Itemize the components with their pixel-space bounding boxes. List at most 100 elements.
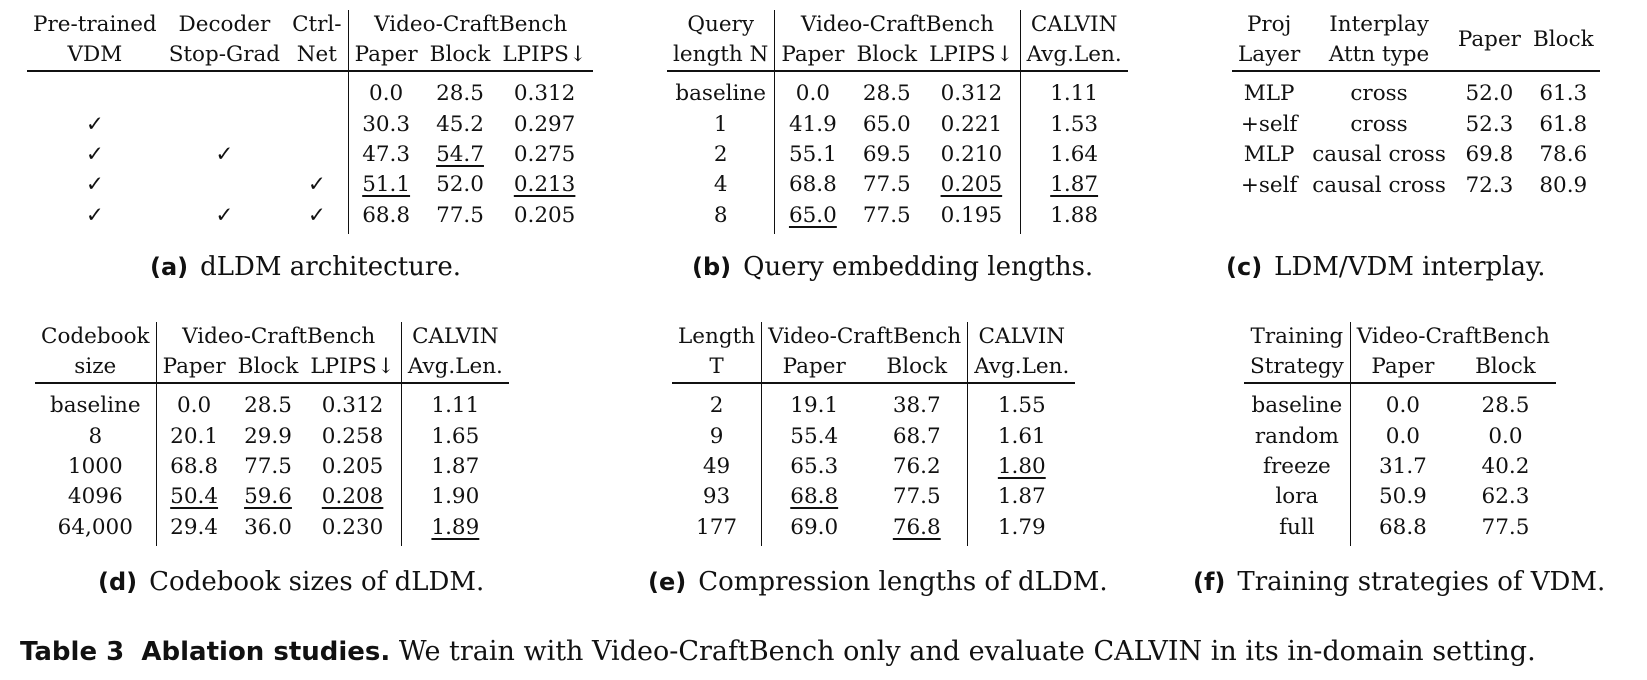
table-row: ✓ 30.3 45.2 0.297 [27, 110, 593, 140]
col-header: Block [1455, 352, 1556, 384]
cell: 9 [709, 424, 724, 450]
table-row: 64,000 29.4 36.0 0.230 1.89 [35, 512, 509, 546]
cell: 77.5 [892, 484, 941, 510]
col-header: Block [1526, 10, 1600, 72]
cell: 51.1 [347, 170, 424, 200]
caption-text: Compression lengths of dLDM. [698, 567, 1108, 597]
cell: 1.89 [400, 512, 509, 546]
cell: 28.5 [244, 393, 292, 419]
cell: 0.275 [513, 142, 576, 168]
cell: 1.87 [967, 482, 1076, 512]
cell: 1000 [67, 454, 123, 480]
col-header: Paper [761, 352, 867, 384]
cell: 68.7 [892, 424, 941, 450]
caption-f: (f) Training strategies of VDM. [1193, 567, 1605, 597]
cell: 177 [696, 514, 738, 540]
cell: 69.5 [862, 142, 911, 168]
cell: 0.208 [321, 484, 384, 510]
group-header: CALVIN [1019, 10, 1128, 40]
cell: 0.0 [1349, 422, 1456, 452]
cell: 29.9 [244, 424, 292, 450]
table-row: 8 65.0 77.5 0.195 1.88 [667, 200, 1128, 234]
cell: 0.205 [513, 202, 576, 228]
table-row: 1 41.9 65.0 0.221 1.53 [667, 110, 1128, 140]
table-row: MLP cross 52.0 61.3 [1232, 71, 1600, 110]
cell: 68.8 [155, 452, 232, 482]
caption-label: (c) [1226, 253, 1263, 281]
cell: 1.61 [967, 422, 1076, 452]
caption-label: (b) [692, 253, 732, 281]
table-row: 9 55.4 68.7 1.61 [672, 422, 1076, 452]
caption-c: (c) LDM/VDM interplay. [1226, 252, 1545, 282]
cell: 1.53 [1019, 110, 1128, 140]
group-header: Video-CraftBench [347, 10, 593, 40]
table-row: baseline 0.0 28.5 [1244, 383, 1556, 422]
cell: 0.0 [774, 71, 851, 110]
col-header: Codebook [41, 324, 150, 350]
table-row: random 0.0 0.0 [1244, 422, 1556, 452]
cell: 28.5 [1481, 393, 1530, 419]
col-header: Decoder [178, 12, 271, 38]
table-f: Training Video-CraftBench Strategy Paper… [1244, 322, 1556, 546]
col-header: Block [231, 352, 305, 384]
cell: cross [1350, 112, 1408, 138]
cell: 47.3 [347, 140, 424, 170]
check-cell: ✓ [85, 172, 104, 198]
caption-label: (e) [648, 568, 687, 596]
col-header: Attn type [1306, 40, 1452, 72]
cell: lora [1275, 484, 1319, 510]
cell: 65.0 [862, 112, 911, 138]
table-c: Proj Interplay Paper Block Layer Attn ty… [1232, 10, 1600, 204]
cell: 61.8 [1539, 112, 1588, 138]
group-header: Video-CraftBench [155, 322, 402, 352]
caption-d: (d) Codebook sizes of dLDM. [98, 567, 484, 597]
cell: 50.4 [155, 482, 232, 512]
cell: MLP [1243, 142, 1295, 168]
check-cell: ✓ [85, 142, 104, 168]
cell: 45.2 [436, 112, 484, 138]
cell: 1.79 [967, 512, 1076, 546]
cell [163, 170, 286, 200]
cell: 68.8 [774, 170, 851, 200]
cell: 52.0 [436, 172, 484, 198]
cell: 31.7 [1349, 452, 1456, 482]
table-row: 93 68.8 77.5 1.87 [672, 482, 1076, 512]
cell: 1.55 [967, 383, 1076, 422]
cell [286, 71, 348, 110]
table-row: 0.0 28.5 0.312 [27, 71, 593, 110]
cell: 8 [88, 424, 103, 450]
col-header: Layer [1232, 40, 1307, 72]
check-cell: ✓ [215, 142, 234, 168]
cell: 20.1 [155, 422, 232, 452]
cell: 28.5 [862, 81, 911, 107]
cell: 76.2 [892, 454, 941, 480]
col-header: Ctrl- [292, 12, 342, 38]
cell: cross [1350, 81, 1408, 107]
cell: 69.8 [1465, 142, 1514, 168]
table-row: MLP causal cross 69.8 78.6 [1232, 140, 1600, 170]
col-header: Block [423, 40, 497, 72]
table-row: lora 50.9 62.3 [1244, 482, 1556, 512]
cell: 1.65 [400, 422, 509, 452]
cell [286, 140, 348, 170]
table-a-grid: Pre-trained Decoder Ctrl- Video-CraftBen… [27, 10, 593, 234]
table-row: freeze 31.7 40.2 [1244, 452, 1556, 482]
table-d: Codebook Video-CraftBench CALVIN size Pa… [35, 322, 509, 546]
table-row: 4096 50.4 59.6 0.208 1.90 [35, 482, 509, 512]
caption-text: Query embedding lengths. [743, 252, 1094, 282]
cell: 65.3 [761, 452, 867, 482]
cell: 77.5 [1481, 514, 1530, 540]
col-header: Training [1250, 324, 1344, 350]
cell: 1.87 [1019, 170, 1128, 200]
cell: baseline [49, 393, 141, 419]
cell: 0.258 [321, 424, 384, 450]
table-b: Query Video-CraftBench CALVIN length N P… [667, 10, 1128, 234]
cell: 55.4 [761, 422, 867, 452]
cell: 61.3 [1539, 81, 1588, 107]
table-b-grid: Query Video-CraftBench CALVIN length N P… [667, 10, 1128, 234]
cell: 1.88 [1019, 200, 1128, 234]
table-number: Table 3 [20, 637, 125, 667]
cell: 0.0 [1488, 424, 1523, 450]
check-cell: ✓ [307, 202, 326, 228]
cell: 36.0 [244, 514, 292, 540]
